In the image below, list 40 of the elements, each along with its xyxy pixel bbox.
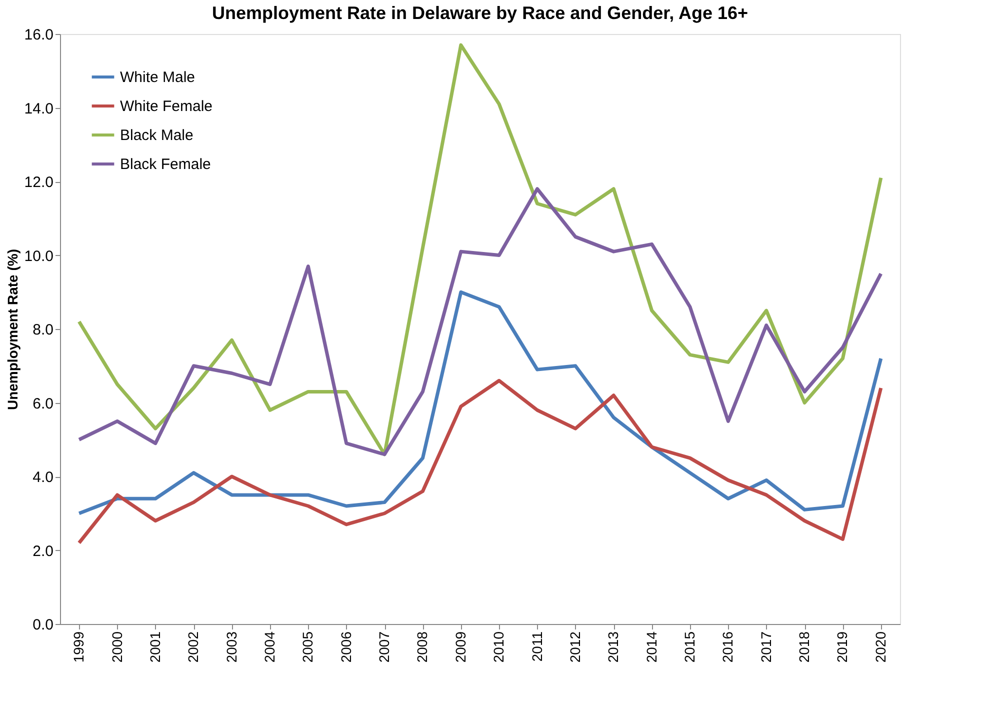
x-tick-label: 2000	[108, 631, 125, 663]
x-tick-label: 2003	[223, 631, 240, 663]
y-tick-label: 8.0	[32, 322, 54, 338]
x-tick-label: 2013	[605, 631, 622, 663]
x-tick-label: 2014	[643, 631, 660, 663]
x-tick-label: 2018	[796, 631, 812, 663]
y-tick-label: 10.0	[24, 248, 54, 265]
chart-title: Unemployment Rate in Delaware by Race and Gender, Age 16+	[212, 3, 748, 23]
x-tick-label: 2020	[872, 631, 888, 663]
x-tick-label: 2007	[376, 631, 392, 663]
x-tick-label: 2006	[338, 631, 354, 663]
x-tick-label: 2010	[490, 631, 507, 663]
y-tick-label: 12.0	[24, 174, 54, 191]
x-tick-label: 2019	[834, 631, 850, 663]
x-tick-label: 2011	[528, 631, 545, 662]
x-tick-label: 2008	[414, 631, 430, 663]
x-tick-label: 2017	[758, 631, 774, 663]
x-tick-label: 2005	[300, 631, 316, 663]
x-tick-label: 2016	[720, 631, 736, 663]
line-series	[77, 187, 883, 456]
legend-label: Black Male	[120, 127, 194, 144]
y-tick-label: 16.0	[24, 26, 54, 44]
y-tick-label: 2.0	[32, 542, 54, 560]
legend-label: Black Female	[120, 156, 211, 173]
line-series	[77, 378, 883, 545]
x-tick-label: 2004	[262, 631, 278, 663]
x-tick-label: 1999	[70, 631, 87, 663]
y-tick-label: 6.0	[32, 395, 54, 412]
x-tick-label: 2012	[566, 631, 583, 663]
y-tick-label: 0.0	[32, 616, 54, 634]
y-axis-title: Unemployment Rate (%)	[4, 248, 20, 410]
legend-label: White Male	[120, 69, 196, 86]
legend-label: White Female	[120, 98, 213, 115]
x-tick-label: 2002	[185, 631, 202, 663]
line-series	[77, 290, 883, 516]
x-tick-label: 2015	[682, 631, 698, 663]
y-tick-label: 14.0	[24, 100, 54, 118]
x-tick-label: 2001	[146, 631, 163, 663]
y-tick-label: 4.0	[32, 469, 54, 486]
x-tick-label: 2009	[452, 631, 468, 663]
